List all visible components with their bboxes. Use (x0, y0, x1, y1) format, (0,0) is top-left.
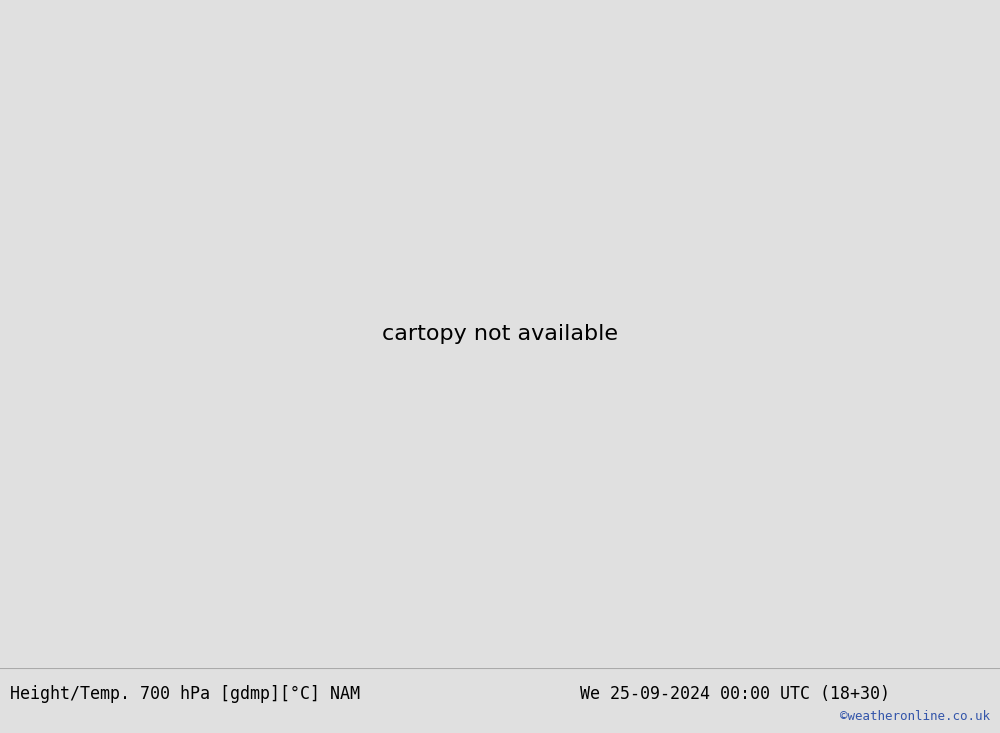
Text: Height/Temp. 700 hPa [gdmp][°C] NAM: Height/Temp. 700 hPa [gdmp][°C] NAM (10, 685, 360, 703)
Text: cartopy not available: cartopy not available (382, 324, 618, 345)
Text: We 25-09-2024 00:00 UTC (18+30): We 25-09-2024 00:00 UTC (18+30) (580, 685, 890, 703)
Text: ©weatheronline.co.uk: ©weatheronline.co.uk (840, 710, 990, 723)
